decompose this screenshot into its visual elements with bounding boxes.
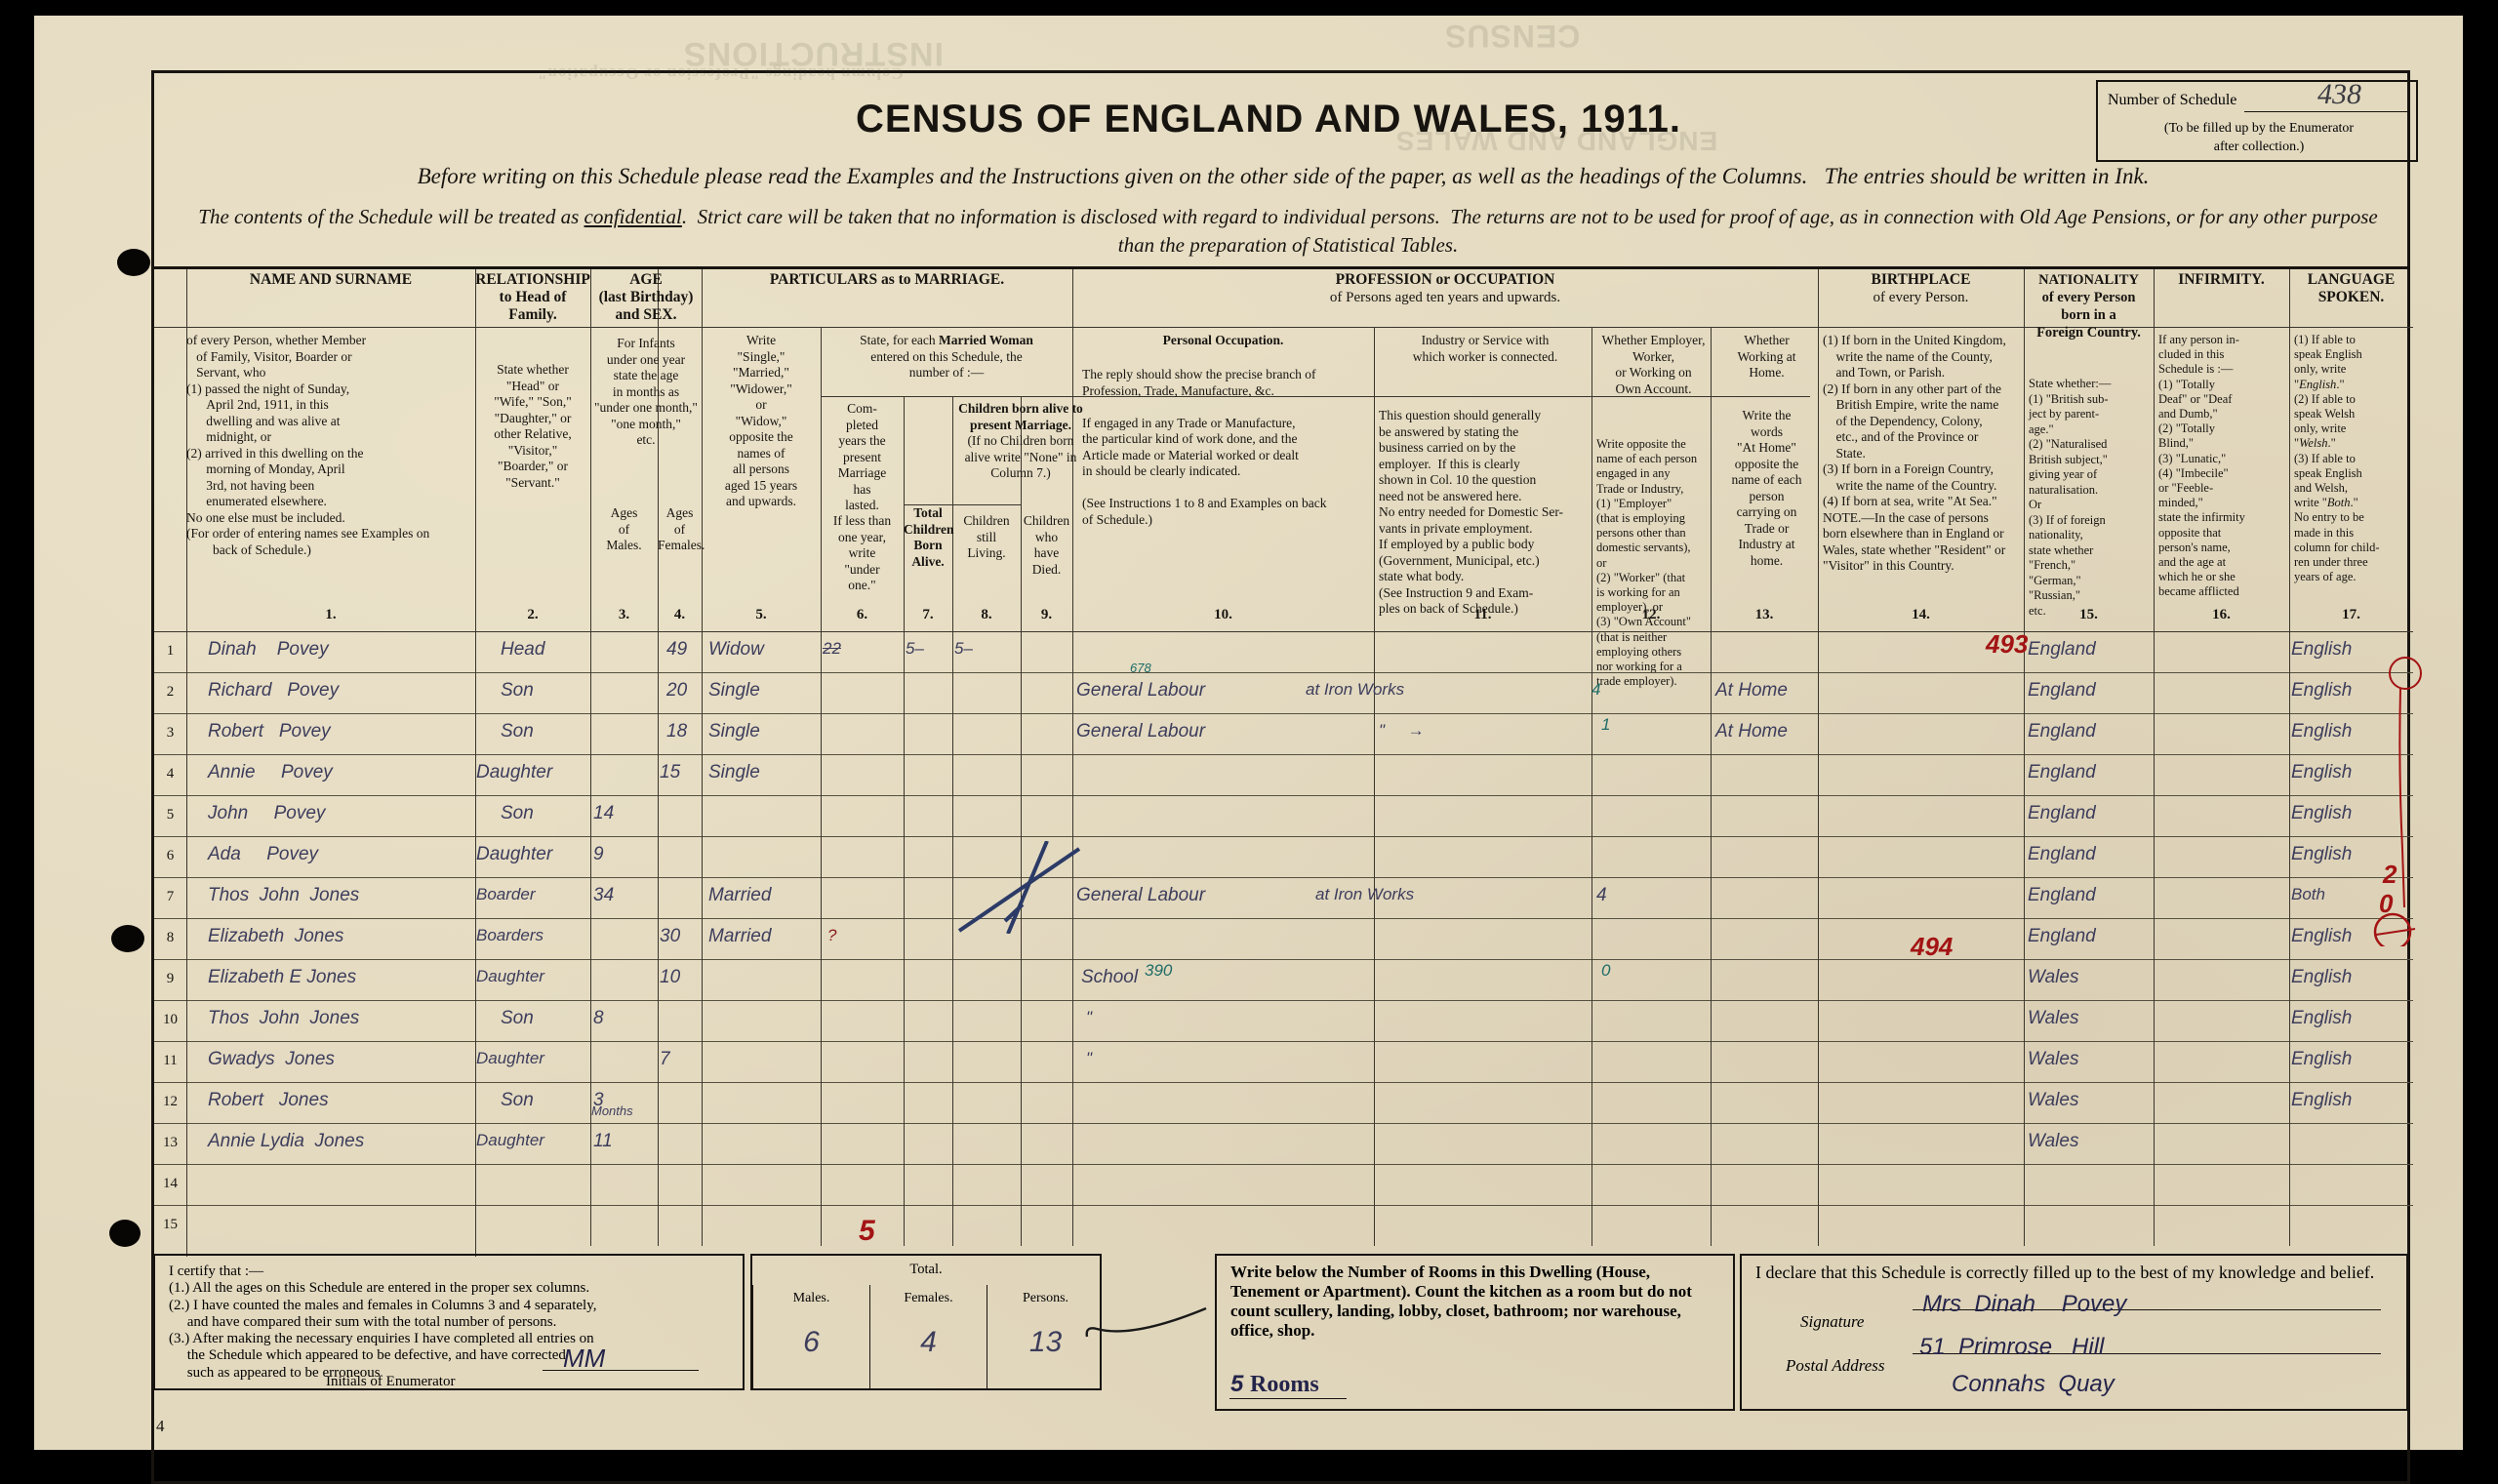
svg-text:2: 2 [2382, 860, 2397, 889]
